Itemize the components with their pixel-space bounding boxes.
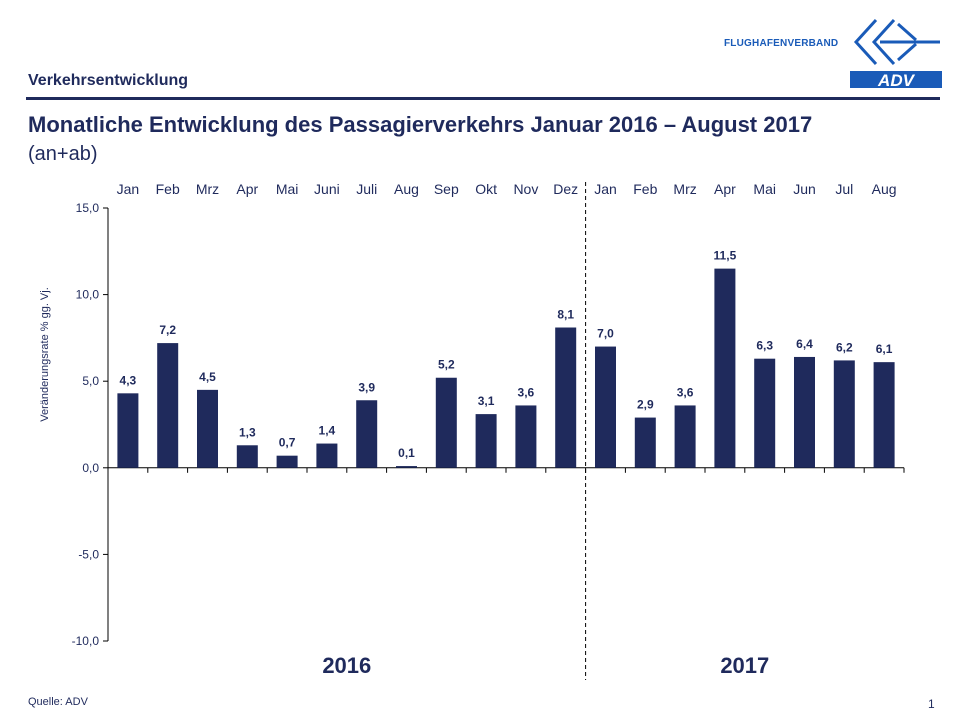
chart-title: Monatliche Entwicklung des Passagierverk… [28, 112, 813, 137]
bar [435, 377, 457, 468]
page-number: 1 [928, 697, 935, 711]
bar [236, 445, 258, 468]
bar-value-label: 7,2 [159, 323, 176, 337]
bar-value-label: 7,0 [597, 327, 614, 341]
month-label: Apr [714, 181, 736, 197]
logo-wordmark: ADV [877, 71, 916, 90]
section-label: Verkehrsentwicklung [28, 72, 189, 89]
bar [634, 417, 656, 468]
bar [475, 414, 497, 468]
bar [515, 405, 537, 468]
bar-value-label: 3,6 [518, 385, 535, 399]
y-tick-label: -5,0 [78, 547, 99, 561]
bar-value-label: 3,1 [478, 394, 495, 408]
bar-value-label: 6,4 [796, 337, 813, 351]
month-label: Mai [753, 181, 776, 197]
bar [356, 400, 378, 468]
bar-value-label: 1,3 [239, 425, 256, 439]
chart-subtitle: (an+ab) [28, 143, 98, 165]
bar-value-label: 1,4 [319, 424, 336, 438]
bar [674, 405, 696, 468]
month-label: Jun [793, 181, 816, 197]
bar-value-label: 0,7 [279, 436, 296, 450]
bar [595, 346, 616, 468]
bar-value-label: 3,9 [358, 380, 375, 394]
month-label: Sep [434, 181, 459, 197]
y-axis-title: Veränderungsrate % gg. Vj. [39, 287, 51, 422]
month-label: Jul [835, 181, 853, 197]
y-tick-label: 10,0 [76, 288, 100, 302]
month-label: Feb [633, 181, 657, 197]
month-label: Okt [475, 181, 497, 197]
year-label: 2016 [322, 653, 371, 678]
month-label: Feb [156, 181, 180, 197]
bar [555, 327, 577, 468]
bar-value-label: 4,5 [199, 370, 216, 384]
month-label: Jan [594, 181, 617, 197]
bar [316, 443, 338, 468]
bar-value-label: 6,3 [756, 339, 773, 353]
month-label: Jan [117, 181, 140, 197]
month-label: Apr [236, 181, 258, 197]
month-label: Nov [513, 181, 538, 197]
bar-value-label: 11,5 [714, 249, 737, 263]
y-tick-label: 5,0 [82, 374, 99, 388]
month-label: Juni [314, 181, 340, 197]
month-label: Dez [553, 181, 578, 197]
month-label: Aug [872, 181, 897, 197]
y-tick-label: 15,0 [76, 201, 100, 215]
bar [873, 362, 895, 468]
bar-value-label: 6,2 [836, 340, 853, 354]
month-label: Aug [394, 181, 419, 197]
month-label: Mrz [673, 181, 696, 197]
bar-value-label: 5,2 [438, 358, 455, 372]
bar [276, 455, 298, 468]
bar [117, 393, 139, 468]
logo-text: FLUGHAFENVERBAND [724, 38, 839, 49]
bar-value-label: 0,1 [398, 446, 415, 460]
bar-value-label: 6,1 [876, 342, 893, 356]
adv-logo: ADV [850, 18, 942, 90]
bar [714, 268, 736, 468]
bar [754, 358, 776, 468]
bar-value-label: 3,6 [677, 385, 694, 399]
bar [396, 466, 417, 468]
year-label: 2017 [720, 653, 769, 678]
bar [197, 389, 218, 468]
bar-value-label: 8,1 [557, 308, 574, 322]
bar [833, 360, 855, 468]
header-rule [26, 97, 940, 100]
y-tick-label: -10,0 [72, 634, 100, 648]
month-label: Juli [356, 181, 377, 197]
bar [794, 356, 815, 468]
bar-value-label: 4,3 [120, 373, 137, 387]
bar [157, 343, 179, 468]
bar-value-label: 2,9 [637, 398, 654, 412]
month-label: Mrz [196, 181, 219, 197]
source-note: Quelle: ADV [28, 696, 88, 708]
month-label: Mai [276, 181, 299, 197]
y-tick-label: 0,0 [82, 461, 99, 475]
